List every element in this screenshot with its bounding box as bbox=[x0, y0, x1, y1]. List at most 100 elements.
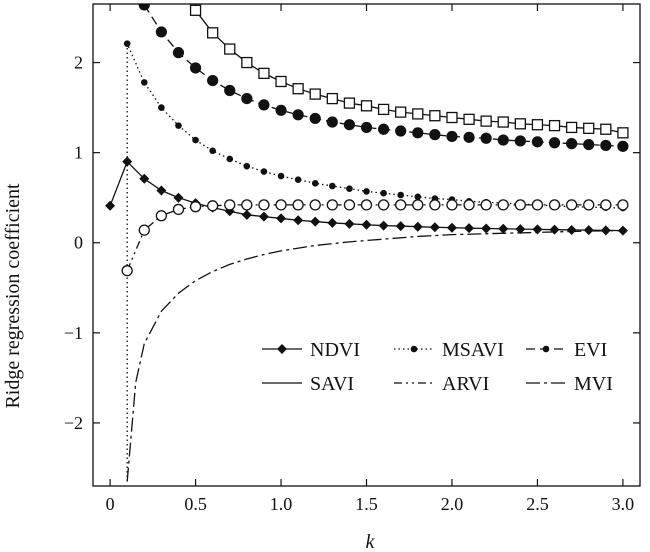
point-evi bbox=[412, 127, 424, 139]
legend: NDVI MSAVI EVI SAVI ARVI MVI bbox=[262, 339, 613, 395]
series-ndvi bbox=[105, 156, 628, 236]
point-savi bbox=[565, 121, 578, 134]
legend-marker-msavi bbox=[410, 345, 418, 353]
point-msavi bbox=[243, 162, 251, 170]
point-ndvi bbox=[429, 222, 440, 233]
x-tick-label: 1.5 bbox=[355, 494, 378, 514]
point-ndvi bbox=[549, 224, 560, 235]
point-msavi bbox=[123, 40, 131, 47]
point-msavi bbox=[346, 185, 353, 192]
point-msavi bbox=[311, 179, 319, 187]
x-axis-label: k bbox=[366, 531, 376, 552]
point-msavi bbox=[380, 189, 387, 197]
point-savi bbox=[514, 118, 526, 130]
point-ndvi bbox=[412, 221, 423, 232]
point-ndvi bbox=[241, 209, 252, 220]
point-savi bbox=[446, 111, 458, 124]
point-savi bbox=[463, 113, 475, 125]
point-arvi bbox=[446, 199, 458, 211]
point-savi bbox=[258, 67, 270, 80]
point-ndvi bbox=[583, 225, 594, 236]
series-line-msavi bbox=[126, 43, 623, 482]
point-msavi bbox=[397, 191, 404, 199]
x-tick-label: 2.5 bbox=[526, 494, 549, 514]
point-evi bbox=[275, 104, 287, 116]
point-savi bbox=[309, 88, 321, 100]
point-arvi bbox=[412, 199, 424, 211]
point-savi bbox=[429, 110, 441, 122]
point-ndvi bbox=[276, 213, 287, 224]
point-savi bbox=[377, 103, 390, 116]
point-evi bbox=[241, 92, 253, 105]
point-evi bbox=[207, 74, 219, 87]
y-tick-label: 0 bbox=[74, 233, 83, 253]
point-ndvi bbox=[156, 185, 167, 196]
point-savi bbox=[189, 4, 202, 16]
y-tick-label: −1 bbox=[64, 323, 83, 343]
point-msavi bbox=[329, 182, 336, 190]
legend-marker-ndvi bbox=[277, 344, 287, 354]
legend-label-ndvi: NDVI bbox=[310, 339, 360, 361]
point-arvi bbox=[497, 199, 509, 211]
point-ndvi bbox=[498, 223, 509, 234]
point-ndvi bbox=[361, 219, 372, 230]
point-savi bbox=[617, 127, 629, 139]
point-evi bbox=[138, 4, 150, 11]
point-arvi bbox=[121, 265, 133, 277]
point-evi bbox=[600, 139, 612, 152]
point-arvi bbox=[155, 210, 168, 222]
point-evi bbox=[326, 116, 338, 128]
point-evi bbox=[360, 121, 373, 134]
point-evi bbox=[395, 125, 407, 137]
point-savi bbox=[343, 97, 356, 109]
series-line-mvi bbox=[126, 229, 623, 482]
series-layer bbox=[105, 4, 629, 482]
x-tick-label: 0.5 bbox=[184, 494, 207, 514]
point-arvi bbox=[548, 199, 561, 211]
y-axis-label: Ridge regression coefficient bbox=[2, 183, 24, 409]
point-ndvi bbox=[310, 216, 321, 227]
legend-label-evi: EVI bbox=[574, 339, 607, 361]
point-msavi bbox=[363, 188, 370, 195]
point-evi bbox=[224, 84, 236, 97]
point-msavi bbox=[209, 147, 216, 155]
point-evi bbox=[377, 123, 390, 135]
point-arvi bbox=[565, 199, 578, 211]
plot-frame bbox=[92, 3, 641, 487]
point-evi bbox=[189, 62, 202, 74]
point-evi bbox=[566, 138, 578, 150]
point-savi bbox=[360, 100, 373, 112]
point-arvi bbox=[224, 199, 236, 211]
axis-ticks: 0 0.5 1.0 1.5 2.0 2.5 3.0 −2 −1 0 1 2 bbox=[64, 4, 640, 514]
legend-marker-evi bbox=[542, 345, 550, 353]
point-msavi bbox=[414, 193, 422, 201]
point-msavi bbox=[277, 172, 285, 180]
point-arvi bbox=[172, 203, 185, 216]
point-evi bbox=[429, 129, 441, 141]
point-arvi bbox=[514, 199, 526, 211]
point-msavi bbox=[175, 122, 182, 129]
point-evi bbox=[583, 138, 595, 151]
point-savi bbox=[531, 119, 544, 131]
point-evi bbox=[548, 137, 561, 149]
point-ndvi bbox=[293, 215, 304, 226]
point-arvi bbox=[463, 199, 475, 211]
point-evi bbox=[258, 99, 270, 111]
x-tick-label: 3.0 bbox=[612, 494, 635, 514]
point-msavi bbox=[260, 168, 268, 175]
point-savi bbox=[207, 27, 219, 39]
point-ndvi bbox=[344, 218, 355, 229]
point-evi bbox=[343, 119, 356, 131]
legend-label-mvi: MVI bbox=[574, 373, 613, 395]
series-mvi bbox=[126, 229, 623, 482]
series-arvi bbox=[121, 199, 629, 277]
point-savi bbox=[480, 115, 492, 127]
point-arvi bbox=[275, 199, 287, 211]
legend-label-arvi: ARVI bbox=[442, 373, 489, 395]
point-msavi bbox=[158, 104, 165, 111]
y-tick-label: 1 bbox=[74, 143, 83, 163]
point-savi bbox=[275, 75, 287, 88]
point-arvi bbox=[395, 199, 407, 211]
point-evi bbox=[446, 130, 458, 143]
